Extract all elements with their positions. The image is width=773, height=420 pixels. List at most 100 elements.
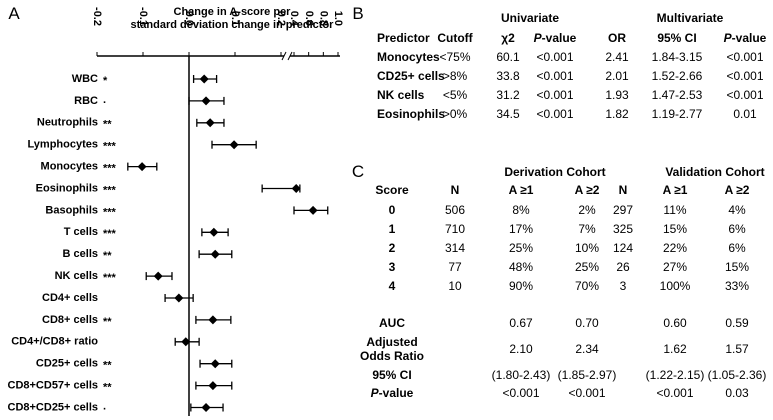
cell: 297	[612, 203, 634, 217]
row-header: 3	[388, 260, 396, 274]
group-header: Derivation Cohort	[504, 165, 606, 179]
cell: 11%	[663, 203, 687, 217]
cell: 90%	[508, 279, 534, 293]
cell: 2.01	[605, 69, 629, 83]
summary-label: Adjusted Odds Ratio	[359, 335, 424, 363]
column-header: P-value	[723, 31, 767, 45]
cell: 25%	[574, 260, 600, 274]
summary-label: AUC	[379, 316, 405, 330]
cell: 48%	[508, 260, 534, 274]
cell: 70%	[574, 279, 600, 293]
row-label: CD4+ cells	[42, 292, 98, 304]
panel-label: C	[351, 162, 365, 181]
column-header: A ≥2	[574, 183, 600, 197]
cell: 2.34	[575, 342, 599, 356]
group-header: Validation Cohort	[665, 165, 765, 179]
cell: 1.82	[605, 107, 629, 121]
column-header: N	[450, 183, 460, 197]
point	[201, 96, 211, 106]
row-label: Neutrophils	[37, 117, 98, 129]
significance: **	[103, 250, 112, 262]
x-tick-label: 0.4	[288, 11, 300, 27]
cell: 124	[612, 241, 634, 255]
row-label: CD8+CD57+ cells	[8, 380, 99, 392]
cell: 6%	[728, 222, 746, 236]
panel-label: A	[8, 4, 20, 23]
significance: ·	[103, 97, 107, 109]
point	[137, 162, 147, 172]
cell: <0.001	[726, 50, 764, 64]
cell: 2.10	[509, 342, 533, 356]
column-header: A ≥1	[508, 183, 534, 197]
row-label: NK cells	[55, 270, 98, 282]
summary-label: P-value	[370, 386, 414, 400]
row-header: 2	[388, 241, 396, 255]
cell: 0.01	[733, 107, 757, 121]
cell: 0.67	[509, 316, 533, 330]
point	[291, 184, 301, 193]
summary-label: 95% CI	[372, 368, 412, 382]
cell: 314	[444, 241, 466, 255]
significance: **	[103, 360, 112, 372]
cell: 7%	[578, 222, 596, 236]
point	[201, 403, 211, 412]
column-header: N	[618, 183, 628, 197]
point	[174, 293, 184, 303]
significance: ***	[103, 206, 117, 218]
significance: **	[103, 382, 112, 394]
point	[199, 74, 209, 84]
row-label: T cells	[64, 226, 98, 238]
cell: 31.2	[496, 88, 520, 102]
column-header: Cutoff	[437, 31, 473, 45]
cell: 33%	[724, 279, 750, 293]
axis-title: Change in A-score per	[174, 6, 292, 18]
cell: 15%	[662, 222, 688, 236]
significance: **	[103, 316, 112, 328]
row-header: Monocytes	[377, 50, 440, 64]
point	[208, 315, 218, 325]
x-tick-label: 0.2	[275, 11, 287, 26]
cell: 15%	[724, 260, 750, 274]
x-tick-label: 0.8	[317, 11, 329, 26]
point	[205, 118, 215, 128]
cell: 10	[448, 279, 462, 293]
cell: 10%	[574, 241, 600, 255]
significance: ·	[103, 403, 107, 415]
axis-title: standard deviation change in predictor	[131, 19, 335, 31]
row-header: Eosinophils	[377, 107, 446, 121]
column-header: χ2	[501, 31, 515, 45]
column-header: OR	[608, 31, 626, 45]
cell: (1.05-2.36)	[707, 368, 767, 382]
point	[210, 359, 220, 369]
cell: 4%	[728, 203, 746, 217]
cell: 100%	[659, 279, 691, 293]
cell: 6%	[728, 241, 746, 255]
cell: 0.03	[725, 386, 749, 400]
panel-label: B	[352, 4, 364, 23]
cell: 17%	[508, 222, 534, 236]
cell: 325	[612, 222, 634, 236]
column-header: Score	[375, 183, 409, 197]
group-header: Univariate	[500, 11, 560, 25]
significance: ***	[103, 184, 117, 196]
cell: >8%	[442, 69, 468, 83]
cell: (1.22-2.15)	[645, 368, 705, 382]
column-header: A ≥1	[662, 183, 688, 197]
cell: >0%	[442, 107, 468, 121]
cell: <0.001	[656, 386, 694, 400]
column-header: Predictor	[377, 31, 430, 45]
cell: 25%	[508, 241, 534, 255]
cell: 1.84-3.15	[651, 50, 703, 64]
significance: ***	[103, 228, 117, 240]
cell: <0.001	[726, 88, 764, 102]
significance: ***	[103, 141, 117, 153]
cell: <0.001	[536, 107, 574, 121]
cell: <0.001	[568, 386, 606, 400]
row-label: RBC	[74, 95, 98, 107]
cell: 2%	[578, 203, 596, 217]
cell: 1.19-2.77	[651, 107, 703, 121]
point	[229, 140, 239, 150]
cell: 1.62	[663, 342, 687, 356]
